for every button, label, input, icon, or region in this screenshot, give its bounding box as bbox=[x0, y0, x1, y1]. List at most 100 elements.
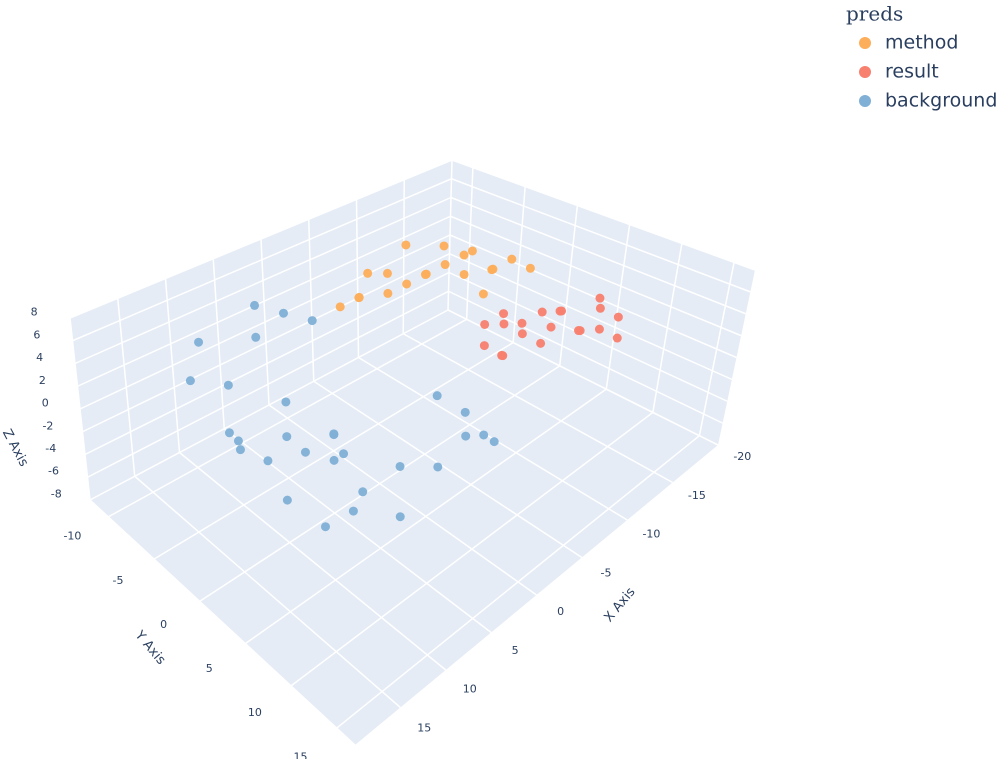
wall-pane bbox=[448, 160, 755, 445]
point bbox=[402, 279, 412, 289]
z-grid-line bbox=[448, 271, 728, 402]
y-tick-label: 0 bbox=[160, 618, 167, 631]
legend-label[interactable]: result bbox=[885, 61, 939, 83]
point bbox=[354, 293, 364, 303]
legend-marker[interactable] bbox=[859, 66, 871, 78]
point bbox=[499, 309, 509, 319]
point bbox=[282, 495, 292, 505]
point bbox=[478, 289, 488, 299]
point bbox=[278, 308, 288, 318]
x-tick-label: 15 bbox=[417, 721, 431, 734]
y-tick-label: -5 bbox=[113, 574, 124, 587]
point bbox=[348, 506, 358, 516]
z-tick-label: -4 bbox=[45, 442, 56, 455]
x-grid-line bbox=[313, 380, 583, 559]
z-tick-label: -8 bbox=[51, 487, 62, 500]
z-grid-line bbox=[447, 309, 719, 446]
point bbox=[459, 250, 469, 260]
z-grid-line bbox=[69, 159, 453, 319]
points bbox=[185, 240, 623, 532]
point bbox=[439, 241, 449, 251]
z-tick-label: -6 bbox=[48, 465, 59, 478]
point bbox=[395, 512, 405, 522]
point bbox=[594, 324, 604, 334]
x-tick-label: 0 bbox=[557, 605, 564, 618]
panes bbox=[70, 160, 755, 745]
legend-label[interactable]: background bbox=[885, 90, 997, 112]
y-grid-line bbox=[290, 411, 654, 687]
point bbox=[263, 456, 273, 466]
point bbox=[235, 445, 245, 455]
point bbox=[595, 303, 605, 313]
z-grid-line bbox=[79, 234, 451, 410]
point bbox=[461, 431, 471, 441]
y-tick-label: 15 bbox=[293, 750, 307, 759]
z-axis-title: Z Axis bbox=[0, 427, 31, 470]
z-tick-label: 2 bbox=[39, 374, 46, 387]
z-tick-label: 4 bbox=[36, 351, 43, 364]
floor-pane bbox=[90, 310, 718, 745]
point bbox=[546, 322, 556, 332]
point bbox=[339, 449, 349, 459]
point bbox=[612, 333, 622, 343]
point bbox=[223, 380, 233, 390]
x-tick-label: -15 bbox=[688, 489, 706, 502]
point bbox=[329, 455, 339, 465]
z-grid-line bbox=[450, 196, 747, 315]
z-grid-line bbox=[450, 215, 742, 337]
z-grid-line bbox=[89, 309, 449, 501]
z-tick-label: 0 bbox=[42, 397, 49, 410]
point bbox=[480, 319, 490, 329]
point bbox=[282, 432, 292, 442]
legend-title: preds bbox=[846, 2, 903, 26]
y-tick-label: 5 bbox=[206, 662, 213, 675]
point bbox=[395, 461, 405, 471]
point bbox=[307, 316, 317, 326]
point bbox=[185, 376, 195, 386]
point bbox=[517, 318, 527, 328]
point bbox=[499, 319, 509, 329]
point bbox=[300, 447, 310, 457]
y-tick-label: -10 bbox=[63, 530, 81, 543]
x-grid-line bbox=[268, 404, 537, 596]
point bbox=[460, 407, 470, 417]
point bbox=[517, 329, 527, 339]
z-grid-line bbox=[84, 271, 450, 456]
z-grid-line bbox=[82, 253, 450, 433]
z-tick-label: -2 bbox=[42, 419, 53, 432]
x-tick-label: -5 bbox=[601, 566, 612, 579]
point bbox=[555, 306, 565, 316]
point bbox=[613, 312, 623, 322]
point bbox=[433, 462, 443, 472]
point bbox=[251, 332, 261, 342]
z-grid-line bbox=[449, 253, 733, 381]
y-grid-line bbox=[153, 341, 514, 560]
point bbox=[507, 254, 517, 264]
x-grid-line bbox=[89, 499, 356, 746]
x-tick-label: -20 bbox=[733, 450, 751, 463]
y-grid-line bbox=[336, 435, 700, 729]
z-grid-line bbox=[74, 196, 452, 365]
point bbox=[233, 436, 243, 446]
z-grid-line bbox=[449, 234, 737, 359]
x-tick-label: 5 bbox=[512, 644, 519, 657]
point bbox=[194, 337, 204, 347]
point bbox=[363, 268, 373, 278]
point bbox=[335, 302, 345, 312]
legend-marker[interactable] bbox=[859, 95, 871, 107]
y-tick-label: 10 bbox=[248, 706, 262, 719]
point bbox=[536, 338, 546, 348]
point bbox=[432, 391, 442, 401]
point bbox=[383, 288, 393, 298]
point bbox=[329, 429, 339, 439]
ticks: -20-15-10-505101520-10-5051015-8-6-4-202… bbox=[31, 306, 752, 763]
point bbox=[382, 268, 392, 278]
y-axis-title: Y Axis bbox=[131, 627, 168, 667]
legend-marker[interactable] bbox=[859, 37, 871, 49]
legend: method result background bbox=[859, 32, 997, 112]
point bbox=[440, 260, 450, 270]
point bbox=[479, 341, 489, 351]
legend-label[interactable]: method bbox=[885, 32, 958, 54]
point bbox=[574, 326, 584, 336]
